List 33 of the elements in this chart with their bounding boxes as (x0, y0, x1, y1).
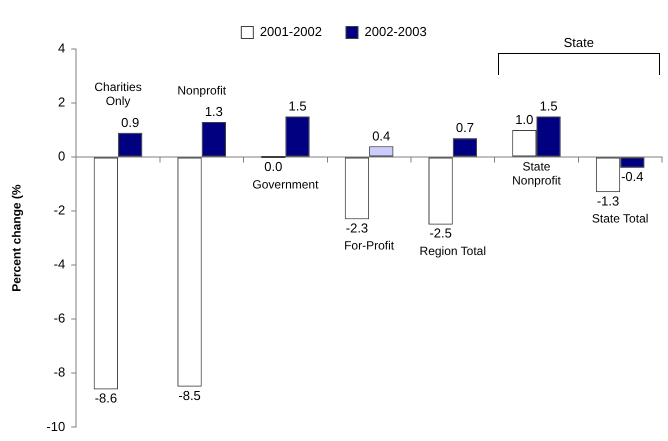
y-axis-title: Percent change (% (10, 184, 24, 292)
data-label: -0.4 (621, 168, 644, 184)
y-tick-label: 0 (58, 148, 66, 164)
x-tick-label: Region Total (420, 244, 486, 258)
y-tick-label: -4 (54, 256, 66, 272)
data-label: 1.0 (515, 112, 534, 128)
data-label: 0.0 (264, 159, 282, 174)
data-label: -8.5 (178, 388, 201, 403)
y-tick-label: 2 (58, 94, 66, 110)
x-tick-label: Nonprofit (177, 83, 227, 98)
y-tick-label: -8 (54, 364, 66, 380)
x-tick-label: For-Profit (344, 238, 395, 253)
legend-label: 2001-2002 (260, 24, 322, 40)
data-label: 1.3 (204, 104, 223, 120)
x-tick-label: State Nonprofit (512, 159, 562, 188)
y-tick-label: -2 (54, 202, 66, 218)
y-tick-label: -6 (54, 310, 66, 326)
legend-label: 2002-2003 (364, 24, 427, 40)
x-tick-label: Government (252, 177, 320, 192)
data-label: -2.3 (346, 220, 368, 236)
data-label: -1.3 (596, 193, 620, 208)
data-label: -8.6 (94, 390, 118, 406)
y-tick-label: 4 (58, 40, 66, 56)
data-label: 0.4 (372, 128, 390, 144)
data-label: 1.5 (540, 98, 558, 114)
y-tick-label: -10 (46, 418, 66, 434)
data-label: 0.7 (456, 120, 474, 136)
x-tick-label: Charities Only (94, 80, 142, 108)
data-label: -2.5 (429, 226, 452, 241)
annotation: State (564, 35, 594, 50)
x-tick-label: State Total (592, 211, 648, 226)
data-label: 1.5 (288, 98, 307, 114)
data-label: 0.9 (121, 114, 140, 130)
